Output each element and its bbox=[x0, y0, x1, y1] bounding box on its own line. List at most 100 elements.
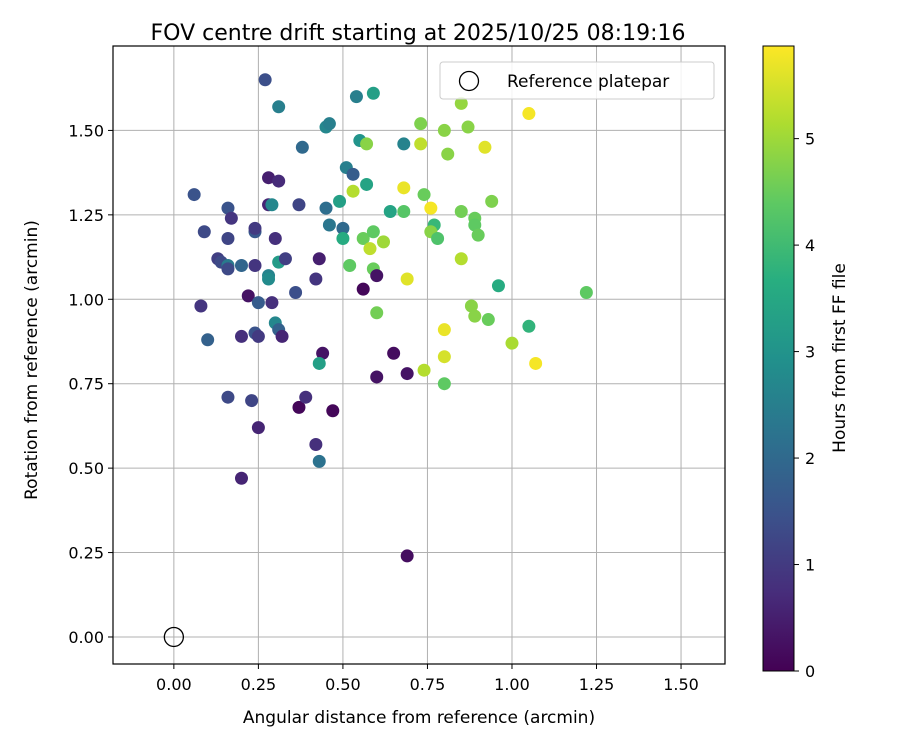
scatter-point bbox=[468, 218, 482, 232]
scatter-point bbox=[414, 117, 428, 131]
colorbar-tick-label: 4 bbox=[805, 236, 815, 255]
scatter-point bbox=[221, 201, 235, 215]
scatter-point bbox=[522, 319, 536, 333]
scatter-point bbox=[343, 259, 357, 273]
scatter-point bbox=[485, 194, 499, 208]
scatter-point bbox=[221, 231, 235, 245]
x-tick-label: 0.25 bbox=[241, 675, 277, 694]
colorbar-tick-label: 3 bbox=[805, 343, 815, 362]
scatter-point bbox=[316, 346, 330, 360]
scatter-point bbox=[221, 390, 235, 404]
x-axis-label: Angular distance from reference (arcmin) bbox=[243, 708, 595, 728]
scatter-point bbox=[356, 282, 370, 296]
scatter-point bbox=[258, 73, 272, 87]
scatter-point bbox=[234, 471, 248, 485]
scatter-point bbox=[356, 231, 370, 245]
colorbar-gradient bbox=[762, 45, 795, 672]
scatter-point bbox=[376, 235, 390, 249]
x-tick-label: 1.00 bbox=[494, 675, 530, 694]
scatter-point bbox=[248, 259, 262, 273]
scatter-point bbox=[312, 454, 326, 468]
x-tick-label: 1.50 bbox=[663, 675, 699, 694]
colorbar-tick-label: 2 bbox=[805, 449, 815, 468]
scatter-point bbox=[454, 204, 468, 218]
scatter-point bbox=[431, 231, 445, 245]
chart-title: FOV centre drift starting at 2025/10/25 … bbox=[151, 21, 686, 46]
grid-lines bbox=[113, 46, 725, 664]
scatter-point bbox=[251, 421, 265, 435]
legend-label: Reference platepar bbox=[507, 72, 669, 92]
scatter-point bbox=[370, 269, 384, 283]
scatter-point bbox=[346, 184, 360, 198]
scatter-point bbox=[322, 218, 336, 232]
scatter-point bbox=[234, 329, 248, 343]
scatter-point bbox=[522, 107, 536, 121]
scatter-point bbox=[383, 204, 397, 218]
scatter-point bbox=[481, 313, 495, 327]
scatter-point bbox=[309, 272, 323, 286]
scatter-point bbox=[417, 363, 431, 377]
scatter-point bbox=[464, 299, 478, 313]
colorbar: 0 1 2 3 4 5 Hours from first FF file bbox=[762, 45, 850, 681]
scatter-point bbox=[468, 309, 482, 323]
scatter-point bbox=[326, 404, 340, 418]
scatter-point bbox=[387, 346, 401, 360]
scatter-point bbox=[471, 228, 485, 242]
scatter-point bbox=[397, 181, 411, 195]
reference-point bbox=[163, 626, 185, 648]
scatter-point bbox=[289, 286, 303, 300]
scatter-point bbox=[197, 225, 211, 239]
scatter-point bbox=[312, 252, 326, 266]
scatter-point bbox=[187, 188, 201, 202]
scatter-point bbox=[505, 336, 519, 350]
scatter-point bbox=[272, 174, 286, 188]
scatter-point bbox=[366, 225, 380, 239]
x-tick-label: 0.50 bbox=[325, 675, 361, 694]
scatter-point bbox=[414, 137, 428, 151]
scatter-point bbox=[241, 289, 255, 303]
legend-box bbox=[439, 61, 715, 100]
y-axis: 0.00 0.25 0.50 0.75 1.00 1.25 1.50 bbox=[68, 121, 113, 647]
scatter-point bbox=[278, 252, 292, 266]
scatter-point bbox=[397, 137, 411, 151]
scatter-point bbox=[322, 117, 336, 131]
scatter-point bbox=[201, 333, 215, 347]
plot-frame bbox=[112, 45, 726, 665]
scatter-point bbox=[417, 188, 431, 202]
colorbar-label: Hours from first FF file bbox=[830, 263, 850, 453]
scatter-point bbox=[295, 140, 309, 154]
scatter-point bbox=[370, 370, 384, 384]
scatter-point bbox=[299, 390, 313, 404]
scatter-point bbox=[397, 204, 411, 218]
scatter-point bbox=[319, 201, 333, 215]
colorbar-tick-label: 5 bbox=[805, 130, 815, 149]
scatter-point bbox=[333, 194, 347, 208]
scatter-point bbox=[221, 262, 235, 276]
scatter-point bbox=[360, 137, 374, 151]
scatter-point bbox=[268, 231, 282, 245]
x-tick-label: 1.25 bbox=[579, 675, 615, 694]
scatter-point bbox=[245, 394, 259, 408]
scatter-point bbox=[363, 242, 377, 256]
scatter-point bbox=[234, 259, 248, 273]
scatter-point bbox=[400, 549, 414, 563]
reference-marker bbox=[163, 626, 185, 648]
scatter-point bbox=[194, 299, 208, 313]
y-tick-label: 0.50 bbox=[68, 459, 104, 478]
scatter-point bbox=[312, 356, 326, 370]
scatter-point bbox=[437, 323, 451, 337]
colorbar-ticks: 0 1 2 3 4 5 bbox=[794, 130, 815, 681]
scatter-point bbox=[491, 279, 505, 293]
scatter-point bbox=[292, 198, 306, 212]
scatter-point bbox=[370, 306, 384, 320]
legend-marker-icon bbox=[458, 70, 480, 92]
scatter-point bbox=[224, 211, 238, 225]
scatter-point bbox=[265, 198, 279, 212]
legend: Reference platepar bbox=[439, 61, 715, 100]
scatter-point bbox=[248, 221, 262, 235]
scatter-point bbox=[251, 329, 265, 343]
scatter-point bbox=[461, 120, 475, 134]
scatter-point bbox=[336, 221, 350, 235]
x-tick-label: 0.00 bbox=[156, 675, 192, 694]
